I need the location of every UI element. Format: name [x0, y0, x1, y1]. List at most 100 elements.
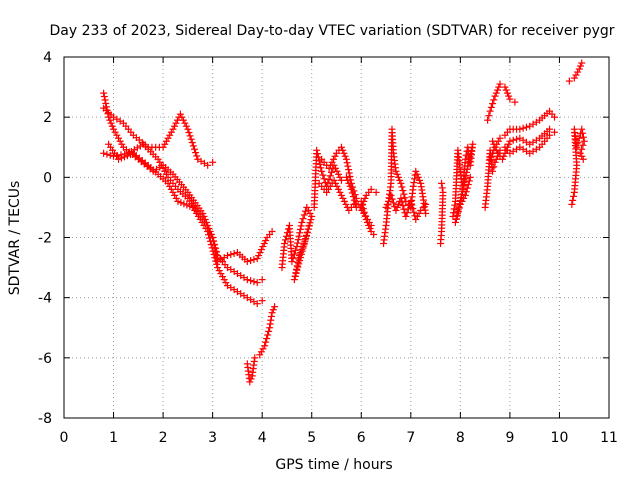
data-point: [120, 153, 128, 161]
data-point: [170, 122, 178, 130]
data-point: [546, 131, 554, 139]
data-point: [331, 152, 339, 160]
data-point: [205, 234, 213, 242]
data-point: [314, 150, 322, 158]
data-point: [267, 312, 275, 320]
x-tick-label: 8: [456, 430, 465, 446]
data-point: [342, 155, 350, 163]
data-point: [461, 191, 469, 199]
data-point: [489, 137, 497, 145]
data-point: [266, 324, 274, 332]
data-point: [188, 139, 196, 147]
data-point: [257, 348, 265, 356]
data-point: [297, 249, 305, 257]
data-point: [439, 188, 447, 196]
data-point: [414, 173, 422, 181]
data-point: [501, 149, 509, 157]
data-point: [187, 135, 195, 143]
data-point: [453, 211, 461, 219]
data-point: [412, 167, 420, 175]
y-tick-label: -2: [38, 231, 52, 247]
data-point: [568, 200, 576, 208]
data-point: [319, 171, 327, 179]
data-point: [490, 96, 498, 104]
data-point: [466, 173, 474, 181]
data-point: [298, 246, 306, 254]
x-tick-label: 5: [307, 430, 316, 446]
data-point: [551, 113, 558, 121]
data-point: [206, 237, 214, 245]
data-point: [551, 128, 558, 136]
data-point: [337, 176, 345, 184]
data-point: [569, 196, 577, 204]
data-point: [262, 237, 270, 245]
data-point: [366, 224, 374, 232]
data-point: [246, 378, 254, 386]
data-point: [256, 249, 264, 257]
data-point: [167, 185, 175, 193]
data-point: [115, 134, 122, 142]
data-point: [501, 83, 509, 91]
data-point: [579, 155, 587, 163]
data-point: [227, 251, 235, 259]
data-point: [100, 93, 108, 101]
data-point: [210, 250, 218, 258]
data-point: [546, 125, 554, 133]
x-tick-label: 1: [109, 430, 118, 446]
data-point: [256, 351, 264, 359]
data-point: [422, 200, 430, 208]
data-point: [316, 160, 324, 168]
data-point: [291, 272, 299, 280]
data-point: [385, 197, 393, 205]
data-point: [342, 173, 350, 181]
data-point: [350, 187, 358, 195]
data-point: [167, 128, 175, 136]
tick-labels: 0 1 2 3 4 5 6 7 8 9 10 11 -8 -6 -4 -2 0 2 4: [38, 50, 618, 446]
data-point: [116, 137, 124, 145]
data-point: [461, 175, 469, 183]
data-point: [117, 154, 125, 162]
data-point: [209, 247, 217, 255]
data-point: [333, 167, 341, 175]
y-tick-label: -4: [38, 291, 52, 307]
data-point: [177, 199, 185, 207]
data-point: [288, 258, 296, 266]
data-point: [328, 158, 336, 166]
data-point: [258, 276, 266, 284]
data-point: [325, 175, 333, 183]
data-point: [340, 149, 348, 157]
data-point: [325, 164, 333, 172]
data-point: [399, 202, 407, 210]
data-point: [159, 164, 167, 172]
data-point: [341, 152, 349, 160]
data-point: [253, 300, 261, 308]
data-point: [208, 244, 216, 252]
data-point: [458, 197, 466, 205]
data-point: [308, 212, 316, 220]
data-point: [570, 74, 578, 82]
x-tick-label: 0: [60, 430, 69, 446]
data-point: [193, 152, 201, 160]
data-point: [347, 179, 355, 187]
data-point: [565, 77, 573, 85]
data-point: [451, 201, 459, 209]
data-point: [318, 167, 326, 175]
data-point: [336, 173, 344, 181]
data-points: [100, 59, 588, 386]
data-point: [180, 200, 188, 208]
data-point: [247, 375, 255, 383]
data-point: [293, 262, 301, 270]
data-point: [258, 297, 266, 305]
data-point: [495, 83, 503, 91]
data-point: [100, 89, 108, 97]
data-point: [113, 131, 121, 139]
data-point: [247, 257, 255, 265]
data-point: [253, 279, 261, 287]
data-point: [506, 95, 514, 103]
data-point: [411, 175, 419, 183]
data-point: [328, 168, 336, 176]
data-point: [397, 179, 405, 187]
data-point: [392, 167, 400, 175]
data-point: [438, 184, 446, 192]
